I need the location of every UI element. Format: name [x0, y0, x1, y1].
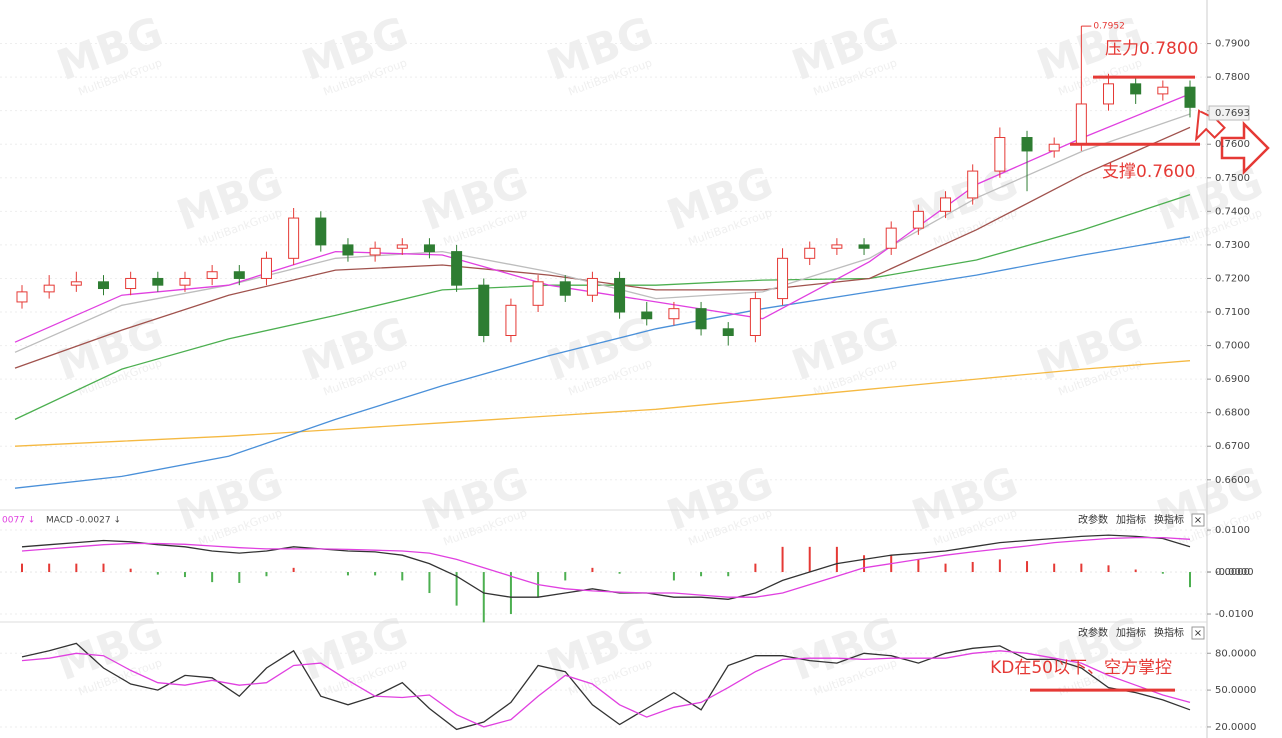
candle-body [831, 244, 843, 249]
y-tick-label: 0.6900 [1215, 374, 1250, 385]
last-price-box [1208, 105, 1250, 121]
candle-body [423, 244, 435, 253]
candle-body [804, 247, 816, 259]
candle-body [478, 284, 490, 337]
candle-body [586, 277, 598, 296]
candle-body [668, 308, 680, 320]
y-tick-label: 0.7200 [1215, 273, 1250, 284]
close-button-box [1191, 626, 1205, 640]
y-tick-label: 50.0000 [1215, 685, 1256, 696]
y-tick-label: 0.7800 [1215, 72, 1250, 83]
candle-body [97, 281, 109, 290]
y-tick-label: 0.7500 [1215, 173, 1250, 184]
y-tick-label: -0.0100 [1215, 609, 1254, 620]
close-button-box [1191, 513, 1205, 527]
candle-body [1130, 83, 1142, 95]
candle-body [152, 277, 164, 286]
candle-body [1184, 86, 1196, 108]
candle-body [559, 281, 571, 296]
y-tick-label: 0.7300 [1215, 240, 1250, 251]
candle-body [1157, 86, 1169, 95]
toolbar-button[interactable]: 换指标 [1154, 513, 1184, 526]
candle-body [885, 227, 897, 249]
candle-body [451, 251, 463, 286]
candle-body [1048, 143, 1060, 152]
high-label: 0.7952 [1093, 22, 1125, 32]
y-tick-label: 0.7600 [1215, 139, 1250, 150]
candle-body [70, 281, 82, 286]
y-tick-label: 0.6600 [1215, 475, 1250, 486]
moving-average-line [14, 360, 1191, 447]
y-tick-label: 0.6800 [1215, 408, 1250, 419]
candle-body [532, 281, 544, 306]
candle-body [722, 328, 734, 337]
candle-body [777, 257, 789, 300]
candle-body [369, 247, 381, 256]
candle-body [1075, 103, 1087, 145]
indicator-label: MACD -0.0027 ↓ [46, 516, 121, 526]
toolbar-button[interactable]: 加指标 [1116, 626, 1146, 639]
moving-average-line [14, 236, 1191, 489]
close-button[interactable]: × [1194, 515, 1202, 526]
y-tick-label: 0.7900 [1215, 39, 1250, 50]
candle-body [16, 291, 28, 303]
y-tick-label: 0.7100 [1215, 307, 1250, 318]
candle-body [912, 210, 924, 229]
candle-body [967, 170, 979, 199]
candle-body [43, 284, 55, 293]
y-tick-label: 0.0100 [1215, 525, 1250, 536]
indicator-label: 0077 ↓ [2, 516, 35, 526]
candle-body [396, 244, 408, 249]
candle-body [940, 197, 952, 212]
y-tick-label: 0.7000 [1215, 341, 1250, 352]
candle-body [260, 257, 272, 279]
candle-body [641, 311, 653, 320]
moving-average-line [14, 113, 1191, 353]
candle-body [1021, 137, 1033, 152]
candle-body [614, 277, 626, 313]
candle-body [858, 244, 870, 249]
candle-body [179, 277, 191, 286]
candle-body [125, 277, 137, 290]
candle-body [994, 137, 1006, 172]
y-tick-label: 80.0000 [1215, 648, 1256, 659]
candle-body [749, 298, 761, 337]
indicator-line [21, 536, 1191, 598]
annotation-text: 压力0.7800 [1105, 39, 1198, 59]
y-tick-label: 20.0000 [1215, 722, 1256, 733]
annotation-text: KD在50以下、空方掌控 [990, 658, 1172, 678]
candle-body [505, 304, 517, 337]
candle-body [233, 271, 245, 279]
toolbar-button[interactable]: 加指标 [1116, 513, 1146, 526]
candle-body [288, 217, 300, 259]
candle-body [206, 271, 218, 279]
y-tick-label: -0.0000 [1215, 567, 1254, 578]
indicator-line [21, 650, 1191, 728]
y-tick-label: 0.0000 [1215, 567, 1250, 578]
last-price-label: 0.7693 [1215, 108, 1250, 119]
toolbar-button[interactable]: 改参数 [1078, 626, 1108, 639]
y-tick-label: 0.6700 [1215, 441, 1250, 452]
annotation-text: 支撑0.7600 [1102, 162, 1195, 182]
moving-average-line [14, 126, 1191, 369]
candle-body [1103, 83, 1115, 105]
close-button[interactable]: × [1194, 628, 1202, 639]
candle-body [695, 308, 707, 330]
toolbar-button[interactable]: 换指标 [1154, 626, 1184, 639]
moving-average-line [14, 93, 1191, 343]
y-tick-label: 0.7400 [1215, 206, 1250, 217]
candle-body [315, 217, 327, 246]
candle-body [342, 244, 354, 256]
arrow-icon [1220, 120, 1270, 176]
toolbar-button[interactable]: 改参数 [1078, 513, 1108, 526]
